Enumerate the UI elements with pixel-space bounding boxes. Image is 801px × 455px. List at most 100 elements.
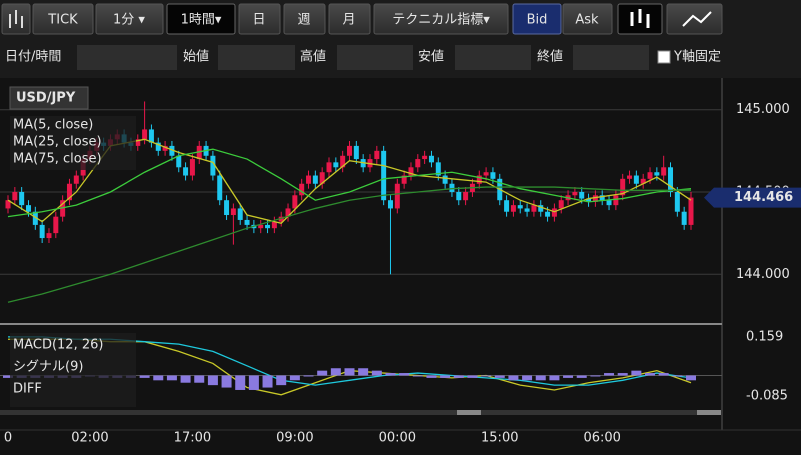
- diff-bar: [194, 375, 205, 383]
- candle-body: [517, 205, 523, 209]
- candle-body: [46, 233, 52, 239]
- button-label: 1時間▾: [181, 13, 222, 28]
- candle-body: [688, 197, 694, 225]
- legend-entry: MA(75, close): [13, 152, 102, 167]
- y-tick-label: 145.000: [736, 102, 790, 117]
- minute-button[interactable]: [95, 3, 164, 35]
- ask-button[interactable]: [562, 3, 613, 35]
- candle-body: [483, 172, 489, 176]
- candle-body: [606, 200, 612, 206]
- diff-bar: [494, 375, 505, 378]
- day-button[interactable]: [238, 3, 281, 35]
- candle-body: [73, 175, 79, 184]
- diff-bar: [180, 375, 191, 383]
- line-mode-button[interactable]: [666, 3, 723, 35]
- diff-bar: [289, 375, 300, 381]
- candle-body: [524, 208, 530, 212]
- legend-box: [10, 333, 136, 407]
- field-box: [337, 45, 413, 70]
- x-tick-label: 09:00: [276, 431, 313, 446]
- scroll-handle[interactable]: [457, 410, 481, 415]
- diff-bar: [221, 375, 232, 388]
- button-label: Bid: [527, 13, 548, 28]
- x-tick-label: 15:00: [481, 431, 518, 446]
- line-icon: [682, 11, 712, 27]
- x-tick-label: 17:00: [174, 431, 211, 446]
- candle-body: [449, 183, 455, 192]
- candle-body: [326, 162, 332, 173]
- candle-icon: [630, 9, 650, 28]
- diff-bar: [508, 375, 519, 381]
- candle-body: [668, 167, 674, 192]
- diff-bar: [399, 373, 410, 376]
- diff-bar: [522, 375, 533, 381]
- button-label: 日: [252, 13, 265, 28]
- candle-body: [620, 178, 626, 196]
- ma-line: [7, 148, 692, 218]
- candle-body: [347, 145, 352, 156]
- technical-button[interactable]: [373, 3, 509, 35]
- diff-bar: [344, 368, 355, 376]
- legend-entry: MA(25, close): [13, 135, 102, 150]
- button-label: 週: [297, 13, 310, 28]
- y-tick-label: 144.000: [736, 267, 790, 282]
- field-box: [573, 45, 649, 70]
- button-label: TICK: [47, 13, 78, 28]
- diff-bar: [617, 373, 628, 376]
- candle-body: [183, 167, 189, 176]
- candle-body: [558, 200, 564, 209]
- diff-bar: [440, 375, 451, 378]
- candle-body: [32, 211, 38, 225]
- candle-body: [12, 191, 18, 201]
- diff-bar: [563, 375, 574, 378]
- candle-body: [551, 208, 557, 217]
- candle-body: [435, 162, 441, 176]
- diff-bar: [166, 375, 177, 381]
- candle-body: [428, 155, 434, 163]
- scroll-handle[interactable]: [697, 410, 721, 415]
- candle-body: [135, 139, 141, 146]
- tick-button[interactable]: [32, 3, 94, 35]
- candle-body: [572, 191, 578, 196]
- field-label: 始値: [183, 49, 209, 65]
- legend-entry: DIFF: [13, 382, 42, 397]
- month-button[interactable]: [328, 3, 371, 35]
- legend-entry: MA(5, close): [13, 118, 93, 133]
- hour-button[interactable]: [166, 3, 236, 35]
- candle-body: [230, 208, 236, 216]
- candle-body: [442, 175, 448, 184]
- week-button[interactable]: [283, 3, 326, 35]
- scrollbar[interactable]: [0, 410, 722, 415]
- field-box: [455, 45, 531, 70]
- diff-bar: [631, 370, 642, 376]
- diff-bar: [672, 375, 683, 377]
- y-tick-label: -0.085: [746, 389, 788, 404]
- candle-body: [66, 183, 72, 201]
- diff-bar: [412, 375, 423, 377]
- x-tick-label: 0: [4, 431, 12, 446]
- checkbox-label: Y軸固定: [673, 50, 721, 65]
- candle-body: [19, 191, 25, 206]
- diff-bar: [604, 373, 615, 376]
- y-tick-label: 0.159: [746, 330, 783, 345]
- diff-bar: [686, 375, 696, 381]
- candle-body: [299, 183, 305, 196]
- x-tick-label: 06:00: [583, 431, 620, 446]
- candle-body: [681, 211, 687, 225]
- pair-label-box: [9, 86, 89, 110]
- last-price-label: 144.466: [734, 190, 793, 205]
- diff-bar: [153, 375, 164, 381]
- ma-line: [7, 186, 691, 303]
- diff-bar: [330, 368, 341, 376]
- candle-body: [661, 167, 667, 176]
- diff-bar: [248, 375, 259, 390]
- candle-body: [353, 145, 359, 160]
- candle-body: [490, 172, 496, 179]
- candle-body: [285, 208, 291, 217]
- candle-body: [510, 205, 516, 212]
- checkbox[interactable]: [657, 50, 671, 64]
- bid-button[interactable]: [512, 3, 562, 35]
- candle-body: [148, 129, 154, 143]
- diff-bar: [645, 373, 656, 376]
